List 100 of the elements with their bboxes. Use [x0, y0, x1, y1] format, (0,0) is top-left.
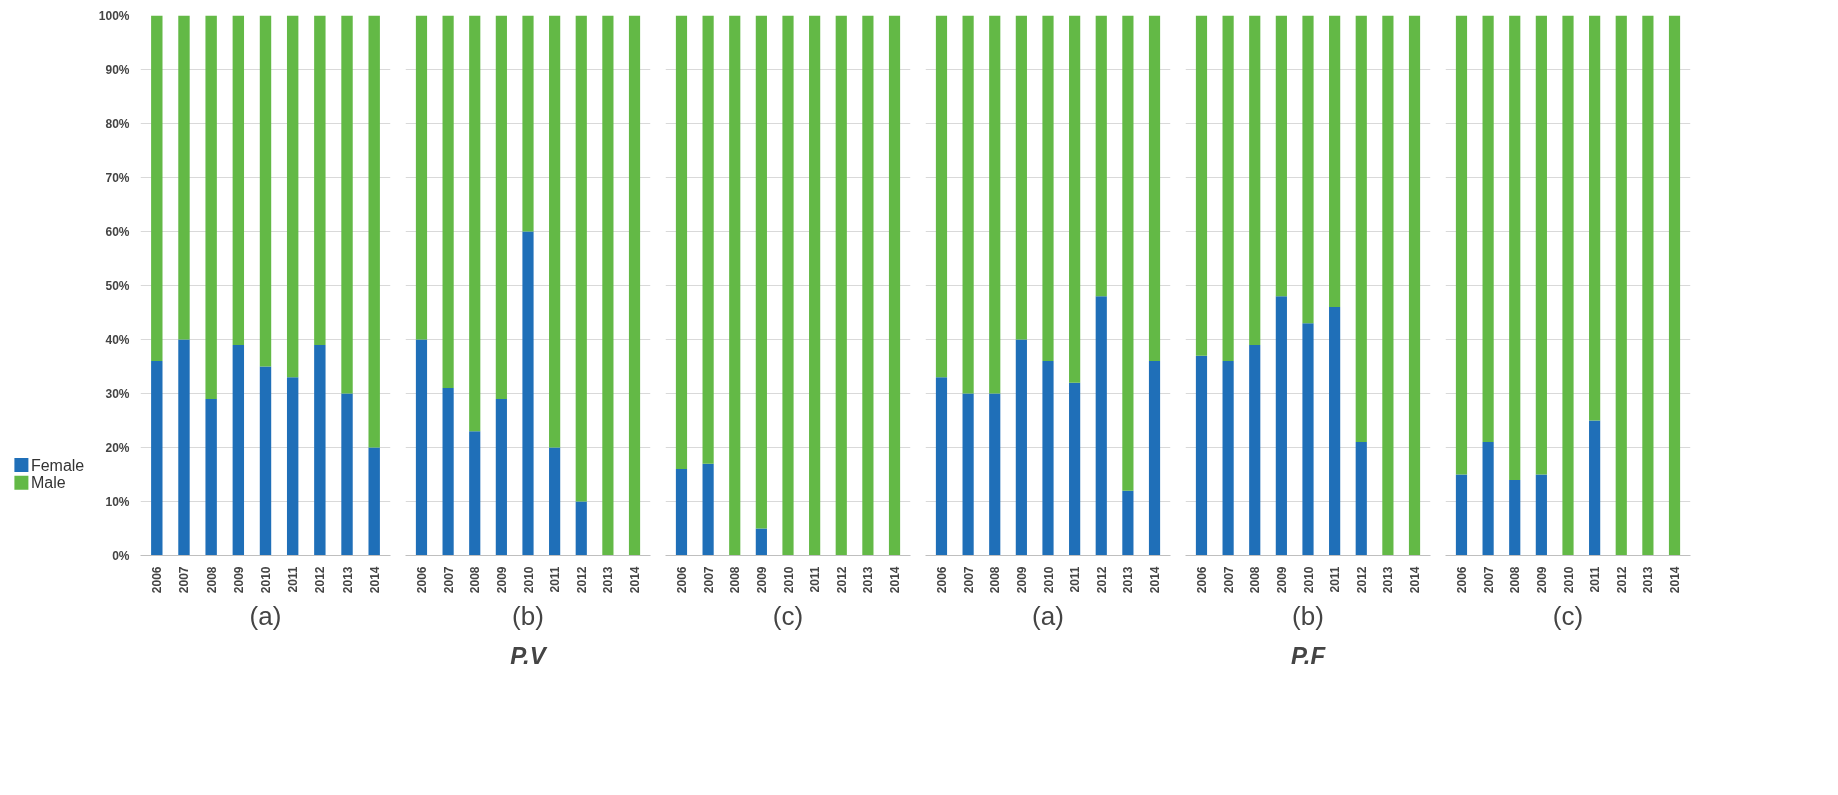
- x-tick-label: 2011: [548, 566, 563, 593]
- bar: [962, 393, 974, 556]
- bar: [1408, 15, 1421, 556]
- x-tick-label: 2011: [1328, 566, 1343, 593]
- x-tick-label: 2013: [601, 566, 616, 594]
- bar: [151, 361, 163, 556]
- x-tick-label: 2009: [1014, 566, 1029, 594]
- bar: [259, 366, 272, 556]
- y-tick-label: 60%: [105, 224, 130, 239]
- x-tick-label: 2008: [1248, 566, 1263, 594]
- bar: [755, 528, 767, 556]
- bar: [575, 501, 587, 556]
- bar: [835, 15, 847, 556]
- bar: [1249, 15, 1261, 345]
- bar: [1222, 361, 1234, 556]
- bar: [549, 447, 561, 556]
- bar: [1482, 15, 1494, 443]
- x-tick-label: 2007: [1221, 566, 1236, 594]
- x-tick-label: 2007: [701, 566, 716, 594]
- bar: [1275, 296, 1287, 556]
- y-tick-label: 0%: [112, 548, 130, 563]
- bar: [1302, 323, 1314, 556]
- y-tick-label: 100%: [98, 8, 130, 23]
- x-tick-label: 2012: [1094, 566, 1109, 594]
- bar: [862, 15, 874, 556]
- x-axis-title: (b): [1292, 601, 1324, 632]
- bar: [549, 15, 561, 448]
- x-tick-label: 2013: [1121, 566, 1136, 594]
- x-tick-label: 2014: [888, 566, 903, 594]
- legend-label: Male: [30, 474, 66, 492]
- bar: [286, 15, 299, 378]
- x-axis-title: (c): [772, 601, 804, 632]
- bar: [962, 15, 974, 394]
- bar: [809, 15, 821, 556]
- bar: [1222, 15, 1234, 362]
- bar: [495, 15, 507, 399]
- x-tick-label: 2010: [781, 566, 796, 594]
- bar: [1455, 474, 1468, 556]
- x-tick-label: 2011: [1588, 566, 1603, 593]
- bar: [1015, 15, 1027, 340]
- bar: [151, 15, 163, 362]
- x-tick-label: 2009: [754, 566, 769, 594]
- x-tick-label: 2007: [961, 566, 976, 594]
- bar: [1195, 355, 1208, 556]
- x-tick-label: 2006: [414, 566, 429, 594]
- x-axis-title: (a): [1032, 601, 1064, 632]
- bar: [1095, 15, 1107, 297]
- y-tick-label: 50%: [105, 278, 130, 293]
- bar: [1329, 15, 1341, 308]
- y-tick-label: 20%: [105, 440, 130, 455]
- x-tick-label: 2011: [1068, 566, 1083, 593]
- bar: [1355, 15, 1367, 443]
- x-tick-label: 2012: [1614, 566, 1629, 594]
- bar: [314, 344, 326, 556]
- bar: [522, 15, 534, 232]
- bar: [1382, 15, 1394, 556]
- bar: [522, 231, 534, 556]
- bar: [1015, 339, 1027, 556]
- x-tick-label: 2013: [861, 566, 876, 594]
- bar: [178, 15, 190, 340]
- x-tick-label: 2008: [1508, 566, 1523, 594]
- x-tick-label: 2012: [834, 566, 849, 594]
- bar: [1122, 490, 1134, 556]
- bar: [205, 398, 217, 556]
- bar: [1195, 15, 1208, 356]
- bar: [1642, 15, 1654, 556]
- x-tick-label: 2012: [574, 566, 589, 594]
- bar: [1509, 479, 1521, 556]
- bar: [1589, 15, 1601, 421]
- x-tick-label: 2006: [150, 566, 165, 594]
- x-tick-label: 2011: [286, 566, 301, 593]
- bar: [935, 15, 948, 378]
- x-tick-label: 2012: [313, 566, 328, 594]
- bar: [286, 377, 299, 556]
- bar: [1148, 361, 1161, 556]
- x-tick-label: 2008: [988, 566, 1003, 594]
- x-tick-label: 2007: [441, 566, 456, 594]
- bar: [1509, 15, 1521, 480]
- bar: [1329, 307, 1341, 556]
- x-tick-label: 2014: [367, 566, 382, 594]
- x-tick-label: 2006: [674, 566, 689, 594]
- bar: [888, 15, 901, 556]
- bar: [989, 393, 1001, 556]
- bar: [469, 15, 481, 432]
- bar: [341, 393, 353, 556]
- x-tick-label: 2009: [1534, 566, 1549, 594]
- x-tick-label: 2009: [494, 566, 509, 594]
- bar: [702, 15, 714, 464]
- x-tick-label: 2014: [1148, 566, 1163, 594]
- bar: [1148, 15, 1161, 362]
- bar: [729, 15, 741, 556]
- bar: [178, 339, 190, 556]
- bar: [1042, 361, 1054, 556]
- bar: [782, 15, 794, 556]
- y-tick-label: 10%: [105, 494, 130, 509]
- x-axis-title: (b): [512, 601, 544, 632]
- x-tick-label: 2014: [1668, 566, 1683, 594]
- bar: [755, 15, 767, 529]
- bar: [205, 15, 217, 399]
- bar: [1122, 15, 1134, 491]
